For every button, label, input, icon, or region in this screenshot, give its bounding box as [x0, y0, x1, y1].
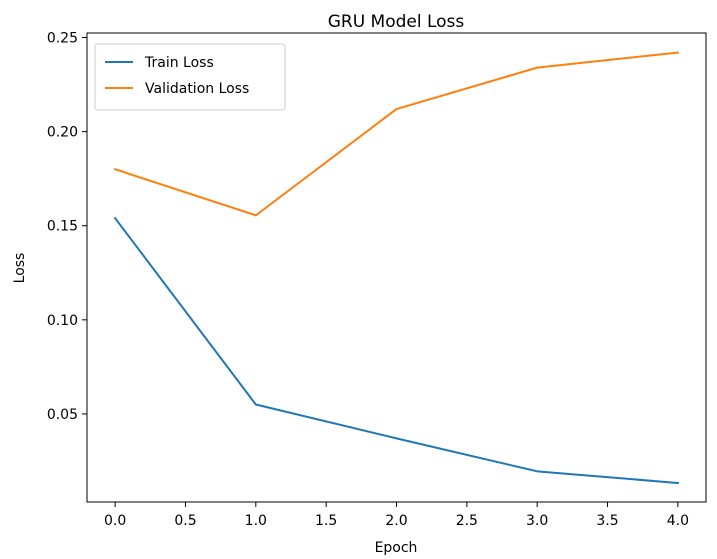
x-tick-label: 1.0 — [245, 513, 267, 529]
legend-box — [94, 43, 286, 111]
y-axis-ticks: 0.05 0.10 0.15 0.20 0.25 — [47, 31, 87, 423]
x-tick-label: 0.5 — [174, 513, 196, 529]
x-tick-label: 3.5 — [596, 513, 618, 529]
x-tick-label: 0.0 — [104, 513, 126, 529]
plot-frame — [86, 32, 707, 503]
legend-label: Train Loss — [144, 55, 214, 71]
legend: Train Loss Validation Loss — [94, 43, 286, 111]
y-tick-label: 0.20 — [47, 125, 78, 141]
y-tick-label: 0.05 — [47, 407, 78, 423]
x-tick-label: 3.0 — [526, 513, 548, 529]
x-axis-ticks: 0.0 0.5 1.0 1.5 2.0 2.5 3.0 3.5 4.0 — [104, 502, 689, 529]
x-tick-label: 2.5 — [456, 513, 478, 529]
series-line-validation-loss — [113, 51, 679, 217]
series-line-train-loss — [113, 216, 679, 485]
y-tick-label: 0.15 — [47, 219, 78, 235]
y-tick-label: 0.25 — [47, 31, 78, 47]
x-tick-label: 4.0 — [667, 513, 689, 529]
x-tick-label: 1.5 — [315, 513, 337, 529]
chart-title: GRU Model Loss — [328, 12, 465, 32]
y-axis-label: Loss — [12, 253, 28, 284]
series-layer — [113, 51, 679, 485]
x-axis-label: Epoch — [375, 540, 418, 555]
x-tick-label: 2.0 — [385, 513, 407, 529]
y-tick-label: 0.10 — [47, 313, 78, 329]
legend-label: Validation Loss — [145, 81, 249, 97]
